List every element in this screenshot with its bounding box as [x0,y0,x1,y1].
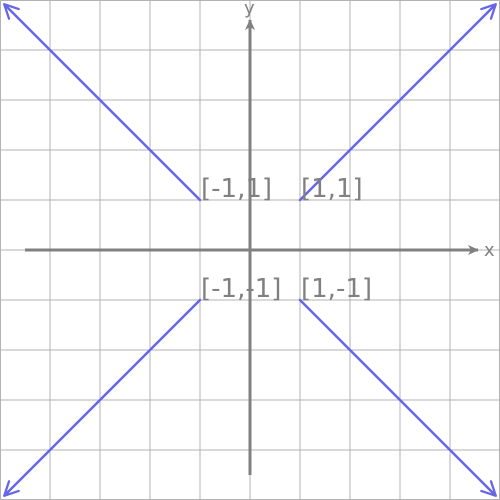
ray-q2 [3,3,202,202]
point-label-q1: [1,1] [301,174,363,204]
x-axis-label: x [484,240,495,261]
rays [3,3,497,497]
ray-q3 [3,298,202,497]
y-axis-label: y [244,0,255,19]
point-label-q2: [-1,1] [201,174,272,204]
point-labels: [-1,1] [1,1] [-1,-1] [1,-1] [201,174,372,304]
point-label-q4: [1,-1] [301,274,372,304]
point-label-q3: [-1,-1] [201,274,281,304]
ray-q4 [298,298,497,497]
ray-q1 [298,3,497,202]
